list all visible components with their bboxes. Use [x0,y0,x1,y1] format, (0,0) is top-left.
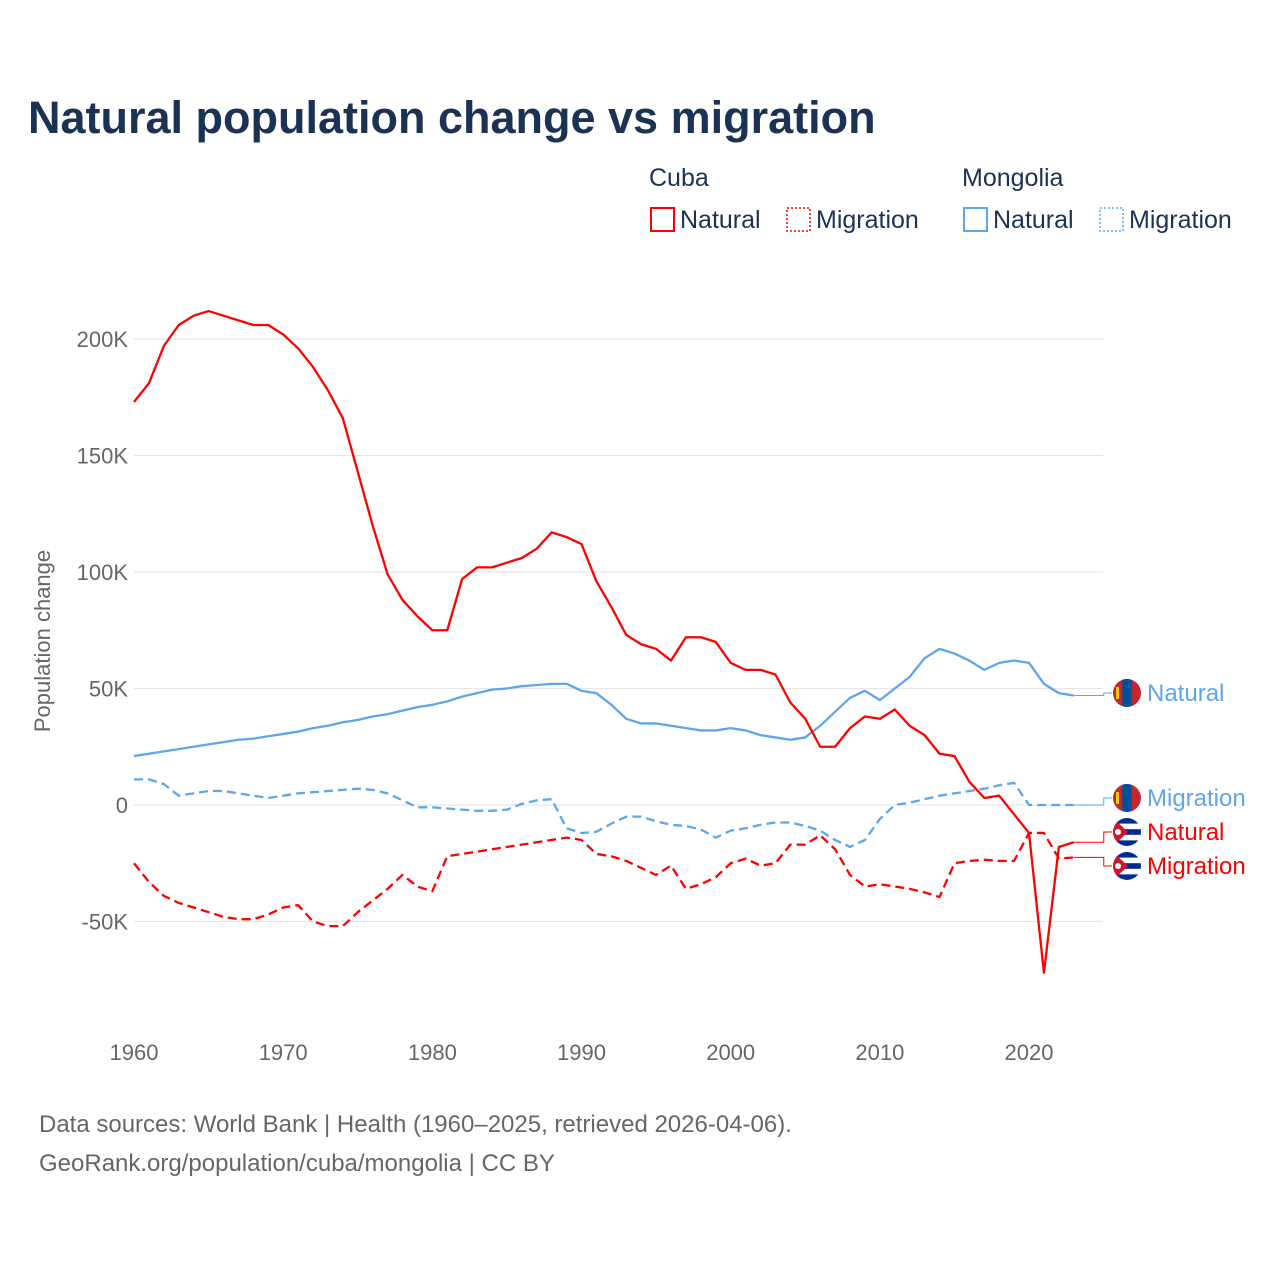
footer-link[interactable]: GeoRank.org/population/cuba/mongolia | C… [39,1150,555,1177]
chart-title: Natural population change vs migration [28,92,876,143]
cuba-flag-icon [1113,818,1141,846]
mongolia-flag-icon [1113,784,1141,812]
end-label-cuba-natural: Natural [1147,819,1224,846]
mongolia-flag-icon [1113,679,1141,707]
y-tick-label: -50K [82,910,129,935]
legend-swatch-mongolia-migration [1099,207,1124,232]
legend-item-cuba-migration[interactable]: Migration [816,206,919,234]
x-tick-label: 1990 [557,1040,606,1065]
x-tick-label: 2000 [706,1040,755,1065]
legend-swatch-cuba-natural [650,207,675,232]
y-tick-label: 150K [77,444,129,469]
x-tick-label: 2010 [855,1040,904,1065]
cuba-flag-icon [1113,852,1141,880]
leader-line-mongolia-natural [1073,692,1112,696]
series-line-cuba-migration [133,831,1074,928]
end-label-mongolia-migration: Migration [1147,785,1246,812]
legend-item-mongolia-migration[interactable]: Migration [1129,206,1232,234]
end-labels: Migration Natural Migration Natural [1073,679,1246,880]
legend-item-mongolia-natural[interactable]: Natural [993,206,1074,234]
y-tick-label: 100K [77,560,129,585]
x-tick-label: 2020 [1005,1040,1054,1065]
legend: Cuba Natural Migration Mongolia Natural … [649,164,1232,234]
x-axis: 1960 1970 1980 1990 2000 2010 2020 [110,1040,1054,1065]
y-axis: -50K 0 50K 100K 150K 200K [77,327,129,935]
legend-group-mongolia: Mongolia [962,164,1064,192]
y-tick-label: 50K [89,677,128,702]
series-line-mongolia-migration [134,778,1074,849]
legend-group-cuba: Cuba [649,164,709,192]
legend-swatch-cuba-migration [786,207,811,232]
leader-line-cuba-migration [1073,856,1112,867]
end-label-mongolia-natural: Natural [1147,680,1224,707]
leader-line-cuba-natural [1073,831,1112,843]
legend-item-cuba-natural[interactable]: Natural [680,206,761,234]
series-line-cuba-natural [133,309,1075,974]
series-lines [133,309,1075,974]
y-tick-label: 200K [77,327,129,352]
x-tick-label: 1960 [110,1040,159,1065]
leader-line-mongolia-migration [1073,797,1112,806]
y-tick-label: 0 [116,793,128,818]
y-axis-label: Population change [30,550,55,732]
series-line-mongolia-natural [133,647,1074,758]
x-tick-label: 1970 [259,1040,308,1065]
footer-sources: Data sources: World Bank | Health (1960–… [39,1111,792,1138]
legend-swatch-mongolia-natural [963,207,988,232]
gridlines [134,338,1103,923]
end-label-cuba-migration: Migration [1147,853,1246,880]
x-tick-label: 1980 [408,1040,457,1065]
